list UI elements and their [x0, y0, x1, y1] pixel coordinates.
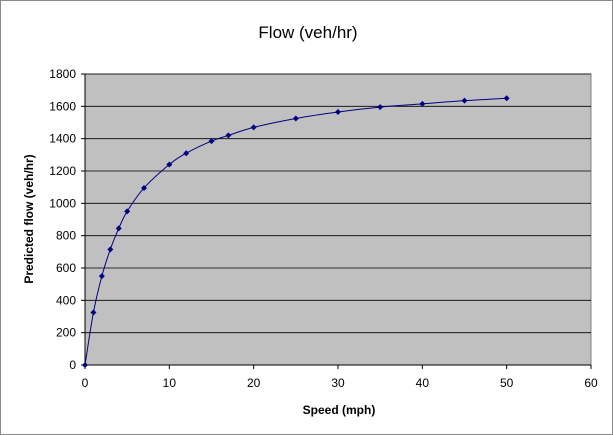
y-tick-labels: 0 200 400 600 800 1000 1200 1400 1600 1800	[49, 67, 76, 372]
y-tick-label-0: 0	[69, 358, 76, 372]
x-tick-labels: 0 10 20 30 40 50 60	[82, 376, 598, 390]
data-point-13	[335, 108, 341, 115]
data-point-9	[208, 138, 215, 145]
data-point-14	[377, 104, 384, 111]
y-tick-label-600: 600	[56, 261, 76, 275]
y-tick-label-400: 400	[56, 293, 76, 307]
x-tick-label-20: 20	[247, 376, 261, 390]
x-tick-label-40: 40	[416, 376, 430, 390]
y-tick-label-1600: 1600	[49, 99, 76, 113]
y-tick-label-800: 800	[56, 229, 76, 243]
data-point-0	[82, 362, 88, 368]
data-point-11	[250, 124, 257, 131]
x-tick-label-0: 0	[82, 376, 89, 390]
grid-lines	[85, 73, 591, 334]
x-axis-title: Speed (mph)	[303, 403, 376, 417]
axes	[81, 73, 592, 369]
x-tick-label-30: 30	[331, 376, 345, 390]
y-axis-title: Predicted flow (veh/hr)	[22, 154, 36, 283]
y-tick-label-1400: 1400	[49, 132, 76, 146]
x-tick-label-10: 10	[163, 376, 177, 390]
plot-area	[84, 73, 592, 366]
series-points	[82, 95, 510, 368]
x-tick-label-50: 50	[500, 376, 514, 390]
x-tick-label-60: 60	[584, 376, 598, 390]
data-point-17	[503, 95, 510, 102]
data-point-3	[107, 246, 114, 253]
data-point-5	[124, 208, 131, 215]
y-tick-label-1800: 1800	[49, 67, 76, 81]
data-point-15	[419, 100, 426, 107]
data-point-2	[98, 273, 105, 280]
y-tick-label-1200: 1200	[49, 164, 76, 178]
data-point-6	[141, 184, 148, 191]
data-point-12	[292, 115, 299, 122]
data-point-7	[166, 161, 173, 168]
data-point-4	[115, 225, 122, 232]
data-point-10	[225, 132, 232, 139]
y-tick-label-1000: 1000	[49, 196, 76, 210]
data-point-16	[461, 97, 468, 104]
chart-title: Flow (veh/hr)	[258, 23, 357, 42]
data-point-8	[183, 150, 190, 157]
y-tick-label-200: 200	[56, 326, 76, 340]
data-point-1	[90, 309, 97, 316]
